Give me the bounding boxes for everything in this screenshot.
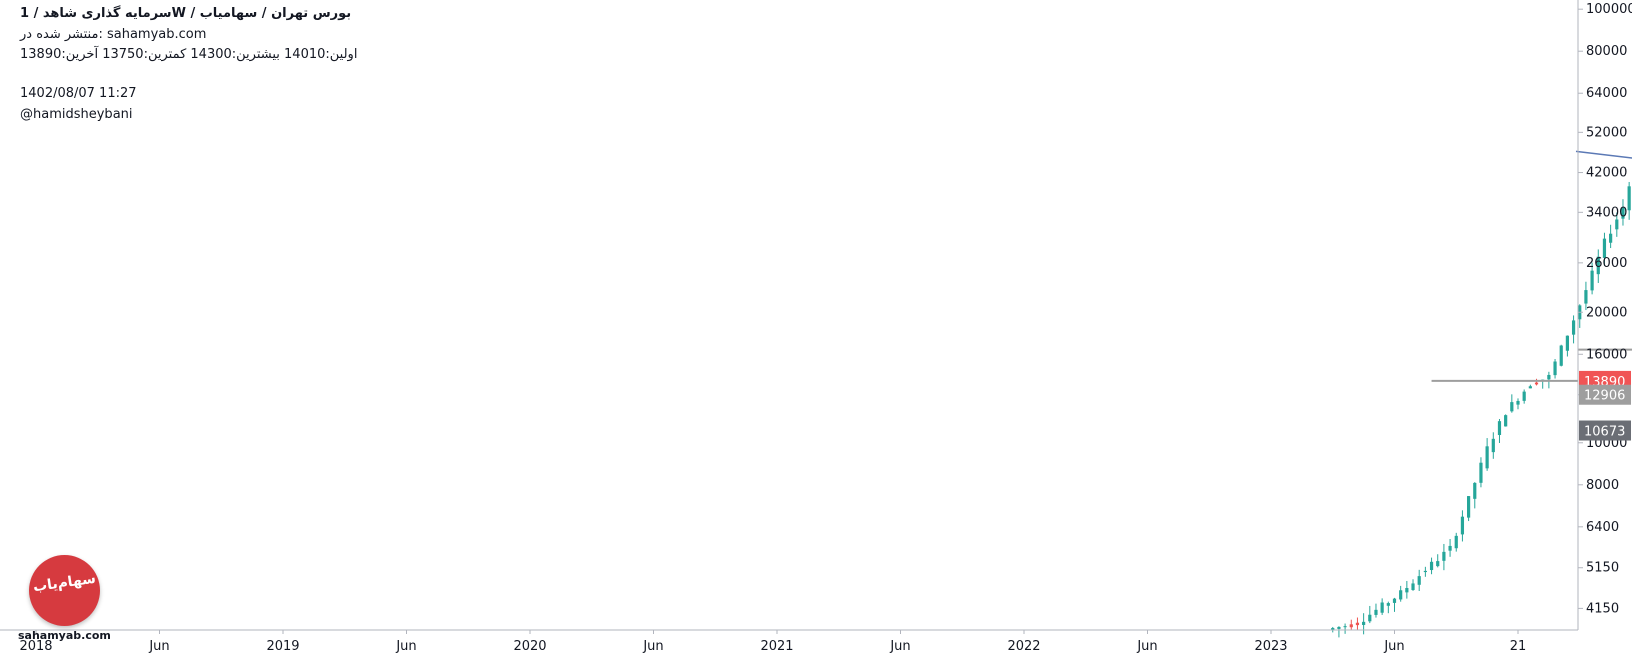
y-tick-label: 52000	[1586, 125, 1627, 140]
candle-body	[1504, 415, 1508, 427]
sahamyab-logo: سهام‌یاب	[29, 555, 100, 626]
candle-body	[1479, 462, 1483, 483]
candle-body	[1516, 400, 1520, 405]
y-tick-label: 16000	[1586, 347, 1627, 362]
candle-body	[1374, 609, 1378, 615]
y-tick-label: 20000	[1586, 305, 1627, 320]
candle-body	[1510, 402, 1514, 412]
candle-body	[1590, 270, 1594, 291]
candle-body	[1448, 545, 1452, 551]
candle-body	[1399, 590, 1403, 600]
candle-body	[1429, 561, 1434, 571]
x-tick-label: Jun	[642, 639, 663, 654]
candle-body	[1485, 446, 1489, 469]
candle-body	[1355, 622, 1360, 626]
candle-body	[1621, 207, 1625, 219]
y-tick-label: 4150	[1586, 601, 1619, 616]
candle-body	[1609, 233, 1613, 243]
candle-body	[1602, 238, 1607, 258]
candle-body	[1362, 621, 1366, 625]
x-tick-label: Jun	[1383, 639, 1404, 654]
x-tick-label: 2022	[1007, 639, 1040, 654]
chart-datetime: 1402/08/07 11:27	[20, 86, 137, 101]
candle-body	[1436, 561, 1440, 567]
y-tick-label: 64000	[1586, 86, 1627, 101]
y-tick-label: 34000	[1586, 205, 1627, 220]
published-on: منتشر شده در: sahamyab.com	[20, 27, 207, 42]
x-tick-label: 2019	[266, 639, 299, 654]
y-tick-label: 5150	[1586, 561, 1619, 576]
price-tag-label: 12906	[1584, 389, 1625, 404]
x-tick-label: 2023	[1254, 639, 1287, 654]
candle-body	[1349, 624, 1353, 628]
y-tick-label: 26000	[1586, 256, 1627, 271]
y-tick-label: 100000	[1586, 2, 1632, 17]
candle-body	[1491, 438, 1495, 453]
price-tag-dark	[1579, 420, 1631, 441]
candle-body	[1460, 516, 1465, 535]
candle-body	[1442, 551, 1446, 561]
logo-caption: sahamyab.com	[18, 629, 111, 642]
candle-body	[1534, 382, 1539, 385]
candle-body	[1473, 482, 1477, 499]
x-tick-label: Jun	[148, 639, 169, 654]
candle-body	[1627, 186, 1631, 211]
candle-body	[1386, 603, 1390, 606]
author-handle: @hamidsheybani	[20, 107, 133, 122]
candle-body	[1547, 374, 1551, 380]
candle-body	[1571, 320, 1576, 335]
candle-body	[1392, 598, 1397, 603]
x-tick-label: 21	[1510, 639, 1527, 654]
x-tick-label: 2020	[513, 639, 546, 654]
candle-body	[1368, 614, 1372, 622]
candle-body	[1454, 535, 1458, 549]
candle-body	[1411, 583, 1415, 591]
candle-body	[1528, 386, 1532, 389]
x-tick-label: 2021	[760, 639, 793, 654]
x-tick-label: Jun	[1136, 639, 1157, 654]
logo-text: سهام‌یاب	[32, 570, 97, 596]
candle-body	[1497, 421, 1502, 436]
candle-body	[1553, 361, 1557, 376]
candle-body	[1596, 256, 1600, 275]
y-tick-label: 42000	[1586, 166, 1627, 181]
candle-body	[1417, 576, 1421, 585]
candle-body	[1423, 570, 1427, 573]
candle-body	[1559, 345, 1563, 366]
x-tick-label: Jun	[395, 639, 416, 654]
candle-body	[1337, 626, 1341, 629]
candle-body	[1565, 335, 1569, 351]
candle-body	[1405, 587, 1409, 593]
candle-body	[1615, 219, 1619, 230]
ohlc-values: اولین:14010 بیشترین:14300 کمترین:13750 آ…	[20, 47, 358, 62]
y-tick-label: 80000	[1586, 44, 1627, 59]
candle-body	[1380, 602, 1384, 613]
candle-body	[1522, 391, 1526, 401]
price-tag-label: 10673	[1584, 425, 1625, 440]
candle-body	[1467, 496, 1471, 518]
candle-body	[1343, 626, 1347, 628]
candle-body	[1331, 628, 1335, 631]
y-tick-label: 6400	[1586, 520, 1619, 535]
price-tag-gray	[1579, 384, 1631, 405]
x-tick-label: Jun	[889, 639, 910, 654]
x-tick-label: 2018	[19, 639, 52, 654]
chart-title: سرمایه گذاری شاهد / 1W / بورس تهران / سه…	[20, 6, 352, 21]
candle-body	[1584, 290, 1588, 304]
y-tick-label: 8000	[1586, 478, 1619, 493]
